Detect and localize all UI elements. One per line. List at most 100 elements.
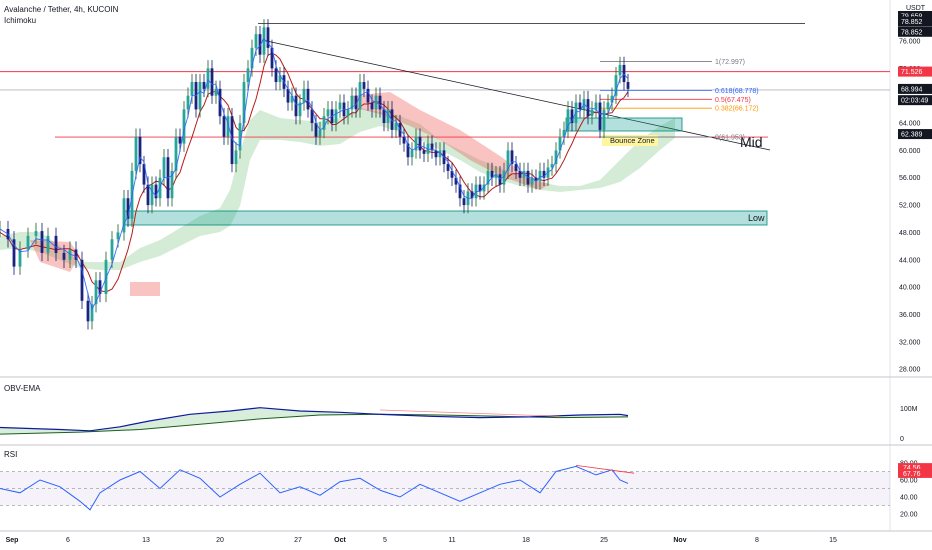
candle-body [338, 102, 342, 110]
rsi-tick-label: 60.00 [900, 478, 918, 485]
candle-body [250, 47, 254, 69]
candle-body [514, 164, 518, 171]
price-tag-label: 78.852 [901, 29, 923, 36]
time-tick-label: 27 [294, 537, 302, 544]
candle-body [578, 102, 582, 110]
candle-body [550, 164, 554, 168]
candle-body [602, 109, 606, 130]
rsi-divergence-line [575, 465, 635, 474]
candle-body [418, 136, 422, 151]
indicator-label: Ichimoku [4, 16, 37, 25]
rsi-pane-label: RSI [4, 450, 18, 459]
candle-body [478, 184, 482, 192]
candle-body [570, 109, 574, 124]
fib-level-label: 0(61.953) [715, 135, 745, 142]
symbol-title: Avalanche / Tether, 4h, KUCOIN [4, 5, 119, 14]
ichimoku-cloud-bearish [130, 282, 160, 296]
candle-body [614, 75, 618, 96]
fib-level-label: 0.5(67.475) [715, 97, 751, 104]
candle-body [306, 88, 310, 110]
candle-body [462, 198, 466, 206]
candle-body [286, 88, 290, 103]
time-tick-label: 18 [522, 537, 530, 544]
candle-body [138, 136, 142, 165]
candle-body [410, 150, 414, 158]
price-tag [898, 129, 932, 140]
candle-body [210, 68, 214, 96]
candle-body [334, 109, 338, 124]
candle-body [454, 177, 458, 185]
candle-body [414, 136, 418, 151]
obv-pane-label: OBV-EMA [4, 384, 41, 393]
fib-level-label: 0.382(66.172) [715, 106, 759, 113]
candle-body [494, 174, 498, 178]
candle-body [266, 27, 270, 48]
candle-body [534, 177, 538, 182]
candle-body [430, 143, 434, 151]
candle-body [126, 198, 130, 219]
candle-body [98, 280, 102, 294]
candle-body [390, 109, 394, 130]
candle-body [146, 184, 150, 206]
candle-body [558, 136, 562, 151]
candle-body [518, 170, 522, 178]
price-tag [898, 95, 932, 106]
mid-label: Mid [740, 134, 763, 150]
time-tick-label: 11 [448, 537, 455, 544]
candle-body [506, 150, 510, 171]
rsi-tag-label: 74.56 [903, 465, 921, 472]
price-tag-label: 78.852 [901, 19, 923, 26]
candle-body [274, 68, 278, 83]
candle-body [566, 109, 570, 130]
price-tick-label: 36.000 [899, 312, 921, 319]
candle-body [326, 109, 330, 117]
candle-body [206, 68, 210, 89]
candle-body [318, 129, 322, 137]
candle-body [322, 116, 326, 130]
chart-title: Avalanche / Tether, 4h, KUCOIN Ichimoku [4, 4, 118, 26]
candle-body [610, 95, 614, 103]
ichimoku-base-line [0, 52, 629, 293]
candle-body [186, 95, 190, 110]
candle-body [426, 143, 430, 154]
candle-body [294, 95, 298, 117]
candle-body [598, 102, 602, 130]
price-tag-label: 02:03:49 [901, 98, 928, 105]
candle-body [226, 116, 230, 137]
candle-body [434, 150, 438, 158]
candle-body [378, 95, 382, 110]
price-tag [898, 11, 932, 22]
price-tick-label: 60.000 [899, 148, 921, 155]
low-zone [124, 210, 768, 226]
ichimoku-cloud-bullish [0, 108, 675, 270]
candle-body [110, 239, 114, 260]
price-tick-label: 32.000 [899, 339, 921, 346]
candle-body [278, 75, 282, 83]
fib-level-label: 1(72.997) [715, 59, 745, 66]
candle-body [46, 235, 50, 253]
candle-body [618, 64, 622, 76]
candle-body [626, 82, 630, 89]
candle-body [314, 123, 318, 137]
candle-body [590, 109, 594, 117]
candle-body [490, 170, 494, 178]
price-tag-label: 68.994 [901, 86, 923, 93]
obv-tick-label: 100M [900, 406, 918, 413]
price-tag [898, 66, 932, 77]
time-tick-label: Sep [6, 537, 19, 544]
bounce-zone-box [602, 135, 658, 146]
candle-body [354, 95, 358, 110]
time-tick-label: 20 [216, 537, 224, 544]
candle-body [12, 239, 16, 267]
price-tick-label: 40.000 [899, 285, 921, 292]
time-tick-label: 5 [383, 537, 387, 544]
time-tick-label: 13 [142, 537, 150, 544]
candle-body [310, 109, 314, 124]
rsi-tick-label: 20.00 [900, 512, 918, 519]
candle-body [230, 116, 234, 165]
price-tag-label: 62.389 [901, 132, 923, 139]
rsi-tag [898, 468, 932, 478]
time-tick-label: 25 [600, 537, 608, 544]
candle-body [190, 82, 194, 96]
